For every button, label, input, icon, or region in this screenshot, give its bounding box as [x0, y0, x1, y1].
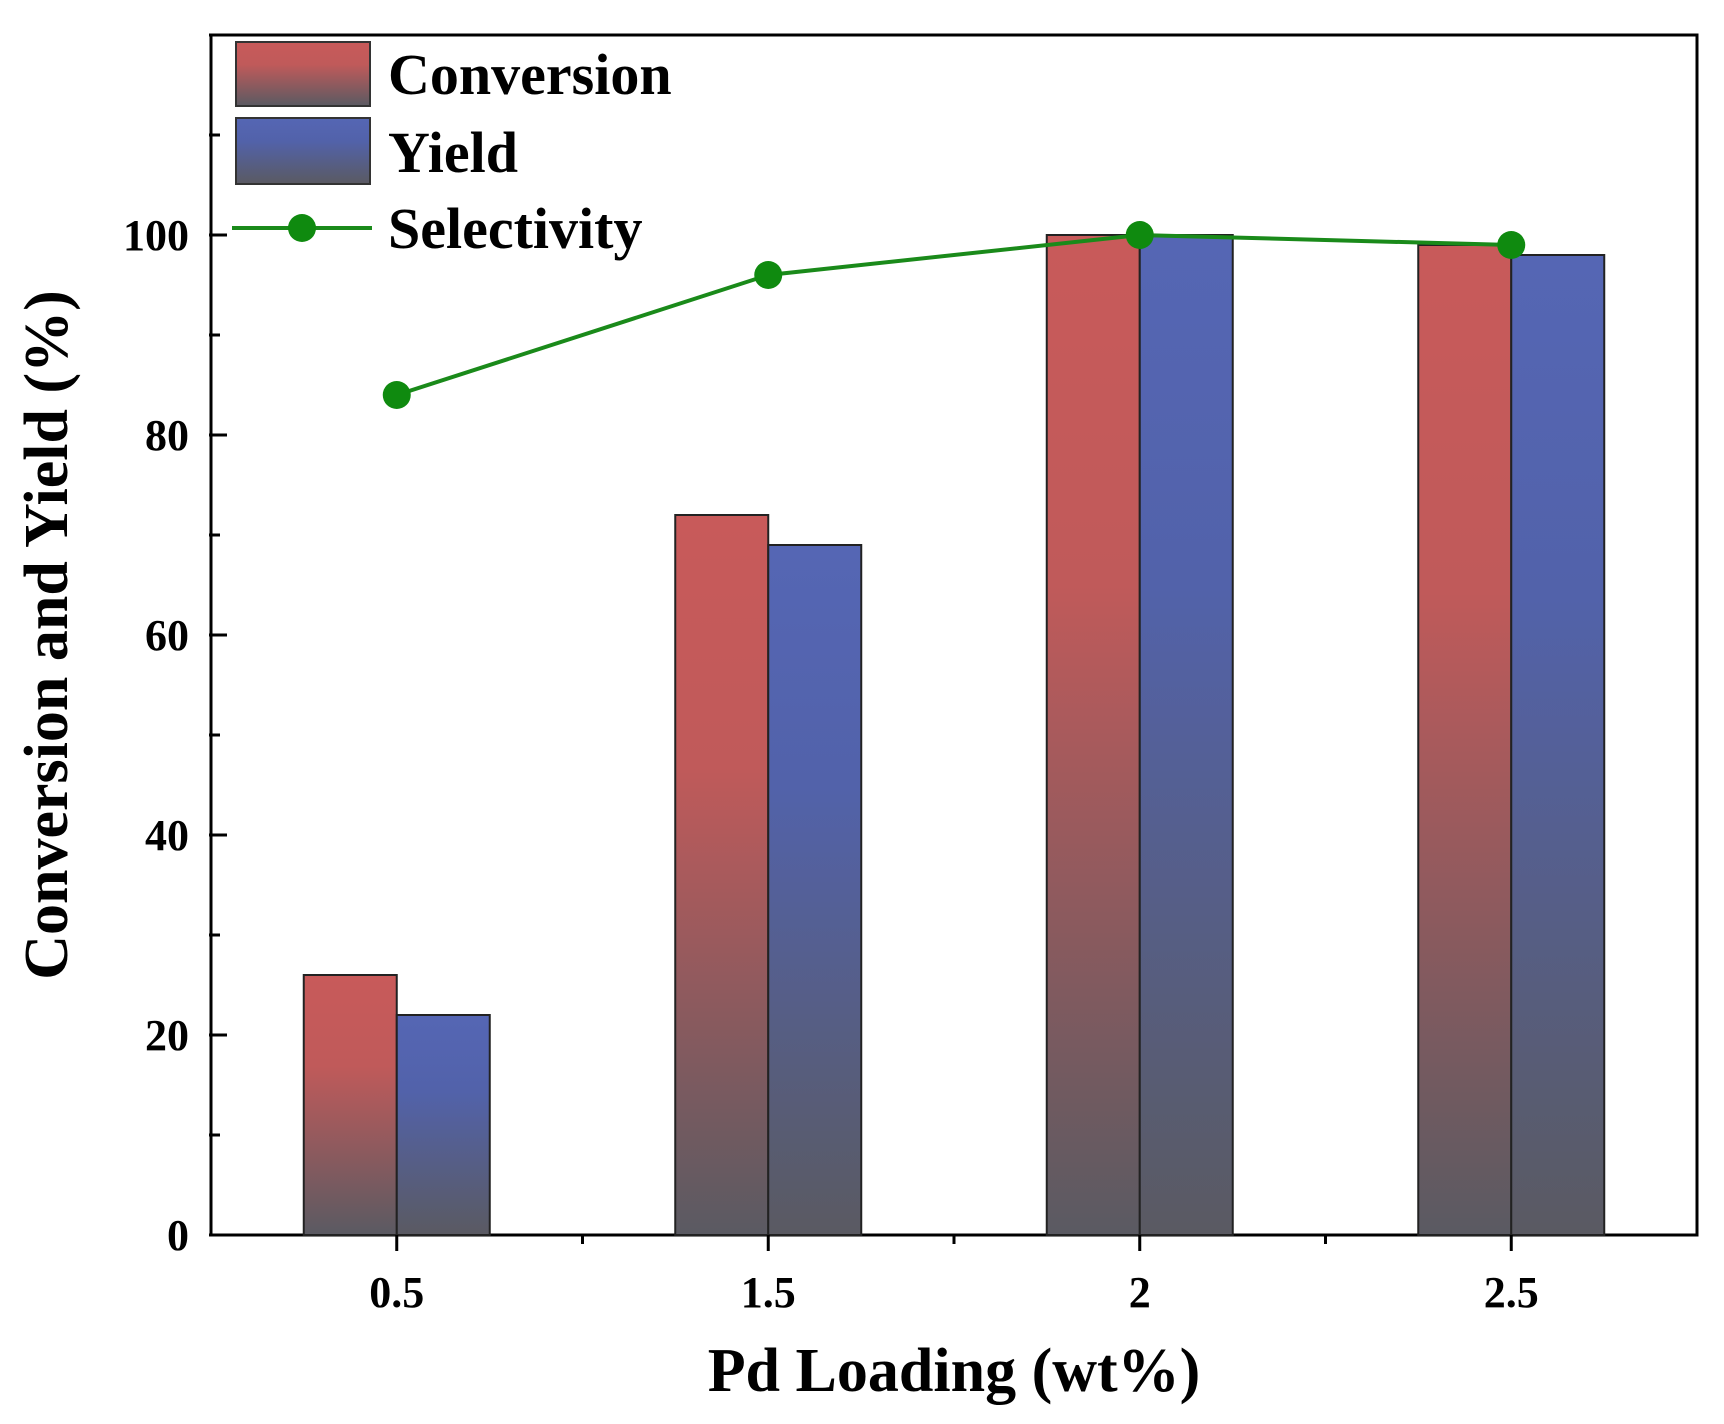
- y-tick-label-20: 20: [145, 1011, 189, 1060]
- selectivity-line-layer: [382, 221, 1526, 409]
- selectivity-point-2.5: [1497, 231, 1526, 259]
- bar-yield-2: [1138, 234, 1234, 1236]
- bar-yield-2.5: [1510, 254, 1606, 1236]
- legend-swatch-yield: [235, 117, 371, 185]
- legend-label-selectivity: Selectivity: [388, 196, 642, 261]
- bar-conversion-2: [1045, 234, 1141, 1236]
- y-tick-label-100: 100: [123, 211, 189, 260]
- x-tick-label-1.5: 1.5: [741, 1268, 796, 1317]
- selectivity-point-0.5: [382, 381, 411, 409]
- legend: Conversion Yield Selectivity: [232, 41, 672, 261]
- legend-label-yield: Yield: [388, 120, 518, 185]
- y-tick-label-80: 80: [145, 411, 189, 460]
- legend-swatch-conversion: [235, 41, 371, 107]
- y-axis-title: Conversion and Yield (%): [13, 290, 81, 980]
- x-axis: 0.5 1.5 2 2.5: [369, 1235, 1539, 1317]
- x-axis-title: Pd Loading (wt%): [708, 1337, 1201, 1405]
- bars-layer: [302, 234, 1606, 1236]
- bar-yield-0.5: [395, 1014, 491, 1236]
- legend-label-conversion: Conversion: [388, 42, 672, 107]
- legend-marker-selectivity: [288, 214, 316, 242]
- bar-conversion-1.5: [674, 514, 770, 1236]
- y-axis: 0 20 40 60 80 100: [123, 33, 227, 1260]
- x-tick-label-0.5: 0.5: [369, 1268, 424, 1317]
- selectivity-line: [396, 232, 1512, 397]
- bar-conversion-2.5: [1417, 244, 1513, 1236]
- y-tick-label-40: 40: [145, 811, 189, 860]
- x-tick-label-2: 2: [1129, 1268, 1151, 1317]
- selectivity-point-1.5: [754, 261, 783, 289]
- x-tick-label-2.5: 2.5: [1484, 1268, 1539, 1317]
- bar-yield-1.5: [767, 544, 863, 1236]
- y-tick-label-0: 0: [167, 1211, 189, 1260]
- y-tick-label-60: 60: [145, 611, 189, 660]
- selectivity-point-2: [1125, 221, 1154, 249]
- bar-conversion-0.5: [302, 974, 398, 1236]
